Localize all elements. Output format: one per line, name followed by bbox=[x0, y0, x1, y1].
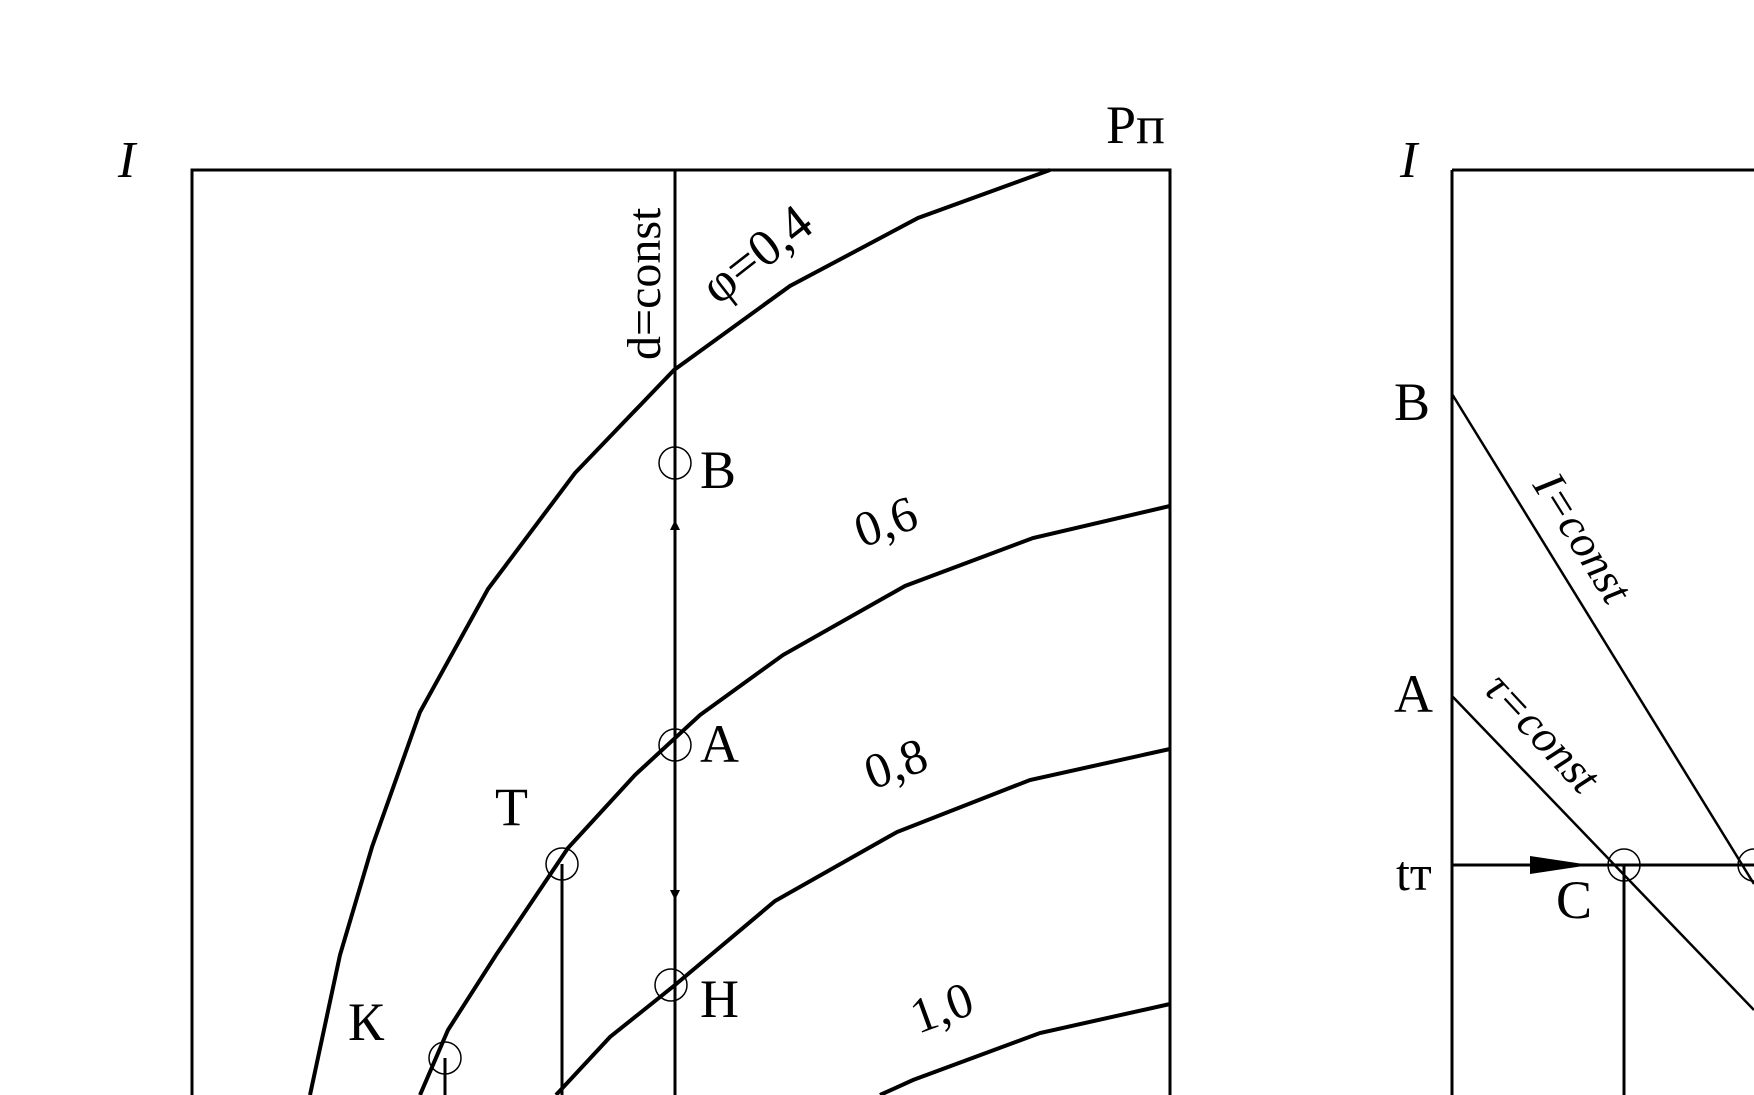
curve-phi-0-4 bbox=[308, 168, 1051, 1095]
curve-label-0-8: 0,8 bbox=[857, 726, 935, 800]
left-axis-label: I bbox=[117, 132, 138, 189]
iconst-line bbox=[1450, 393, 1754, 885]
right-t-label: tт bbox=[1396, 845, 1432, 901]
point-a-marker bbox=[658, 728, 692, 762]
curve-phi-0-6 bbox=[418, 504, 1171, 1095]
point-b-label: В bbox=[700, 440, 736, 500]
pressure-label: Pп bbox=[1106, 95, 1165, 155]
left-panel: I Pп d=const φ=0,4 0,6 0,8 1,0 В А Н Т К bbox=[117, 95, 1172, 1095]
point-c-marker bbox=[1607, 848, 1641, 882]
point-edge-marker bbox=[1737, 848, 1754, 882]
curve-phi-0-8 bbox=[554, 747, 1171, 1095]
right-panel: I В А tт С I=const τ=const bbox=[1394, 132, 1754, 1095]
point-a-label: А bbox=[700, 714, 739, 774]
tauconst-line bbox=[1451, 695, 1754, 1011]
right-a-label: А bbox=[1394, 664, 1433, 724]
left-frame bbox=[190, 168, 1172, 1095]
curve-phi-1-0 bbox=[879, 1002, 1171, 1095]
point-k-marker bbox=[428, 1041, 462, 1075]
right-b-label: В bbox=[1394, 372, 1430, 432]
point-h-label: Н bbox=[700, 969, 739, 1029]
point-t-marker bbox=[545, 847, 579, 881]
t-arrow-head bbox=[1530, 856, 1590, 874]
point-b-marker bbox=[658, 446, 692, 480]
curve-label-phi-0-4: φ=0,4 bbox=[690, 194, 823, 315]
point-h-marker bbox=[654, 968, 688, 1002]
right-axis-label: I bbox=[1399, 132, 1420, 189]
right-c-label: С bbox=[1556, 870, 1592, 930]
point-t-label: Т bbox=[495, 777, 528, 837]
point-k-label: К bbox=[348, 992, 385, 1052]
curve-label-0-6: 0,6 bbox=[847, 484, 925, 558]
tauconst-label: τ=const bbox=[1475, 662, 1612, 803]
curve-label-1-0: 1,0 bbox=[903, 970, 981, 1044]
dconst-label: d=const bbox=[618, 207, 671, 360]
